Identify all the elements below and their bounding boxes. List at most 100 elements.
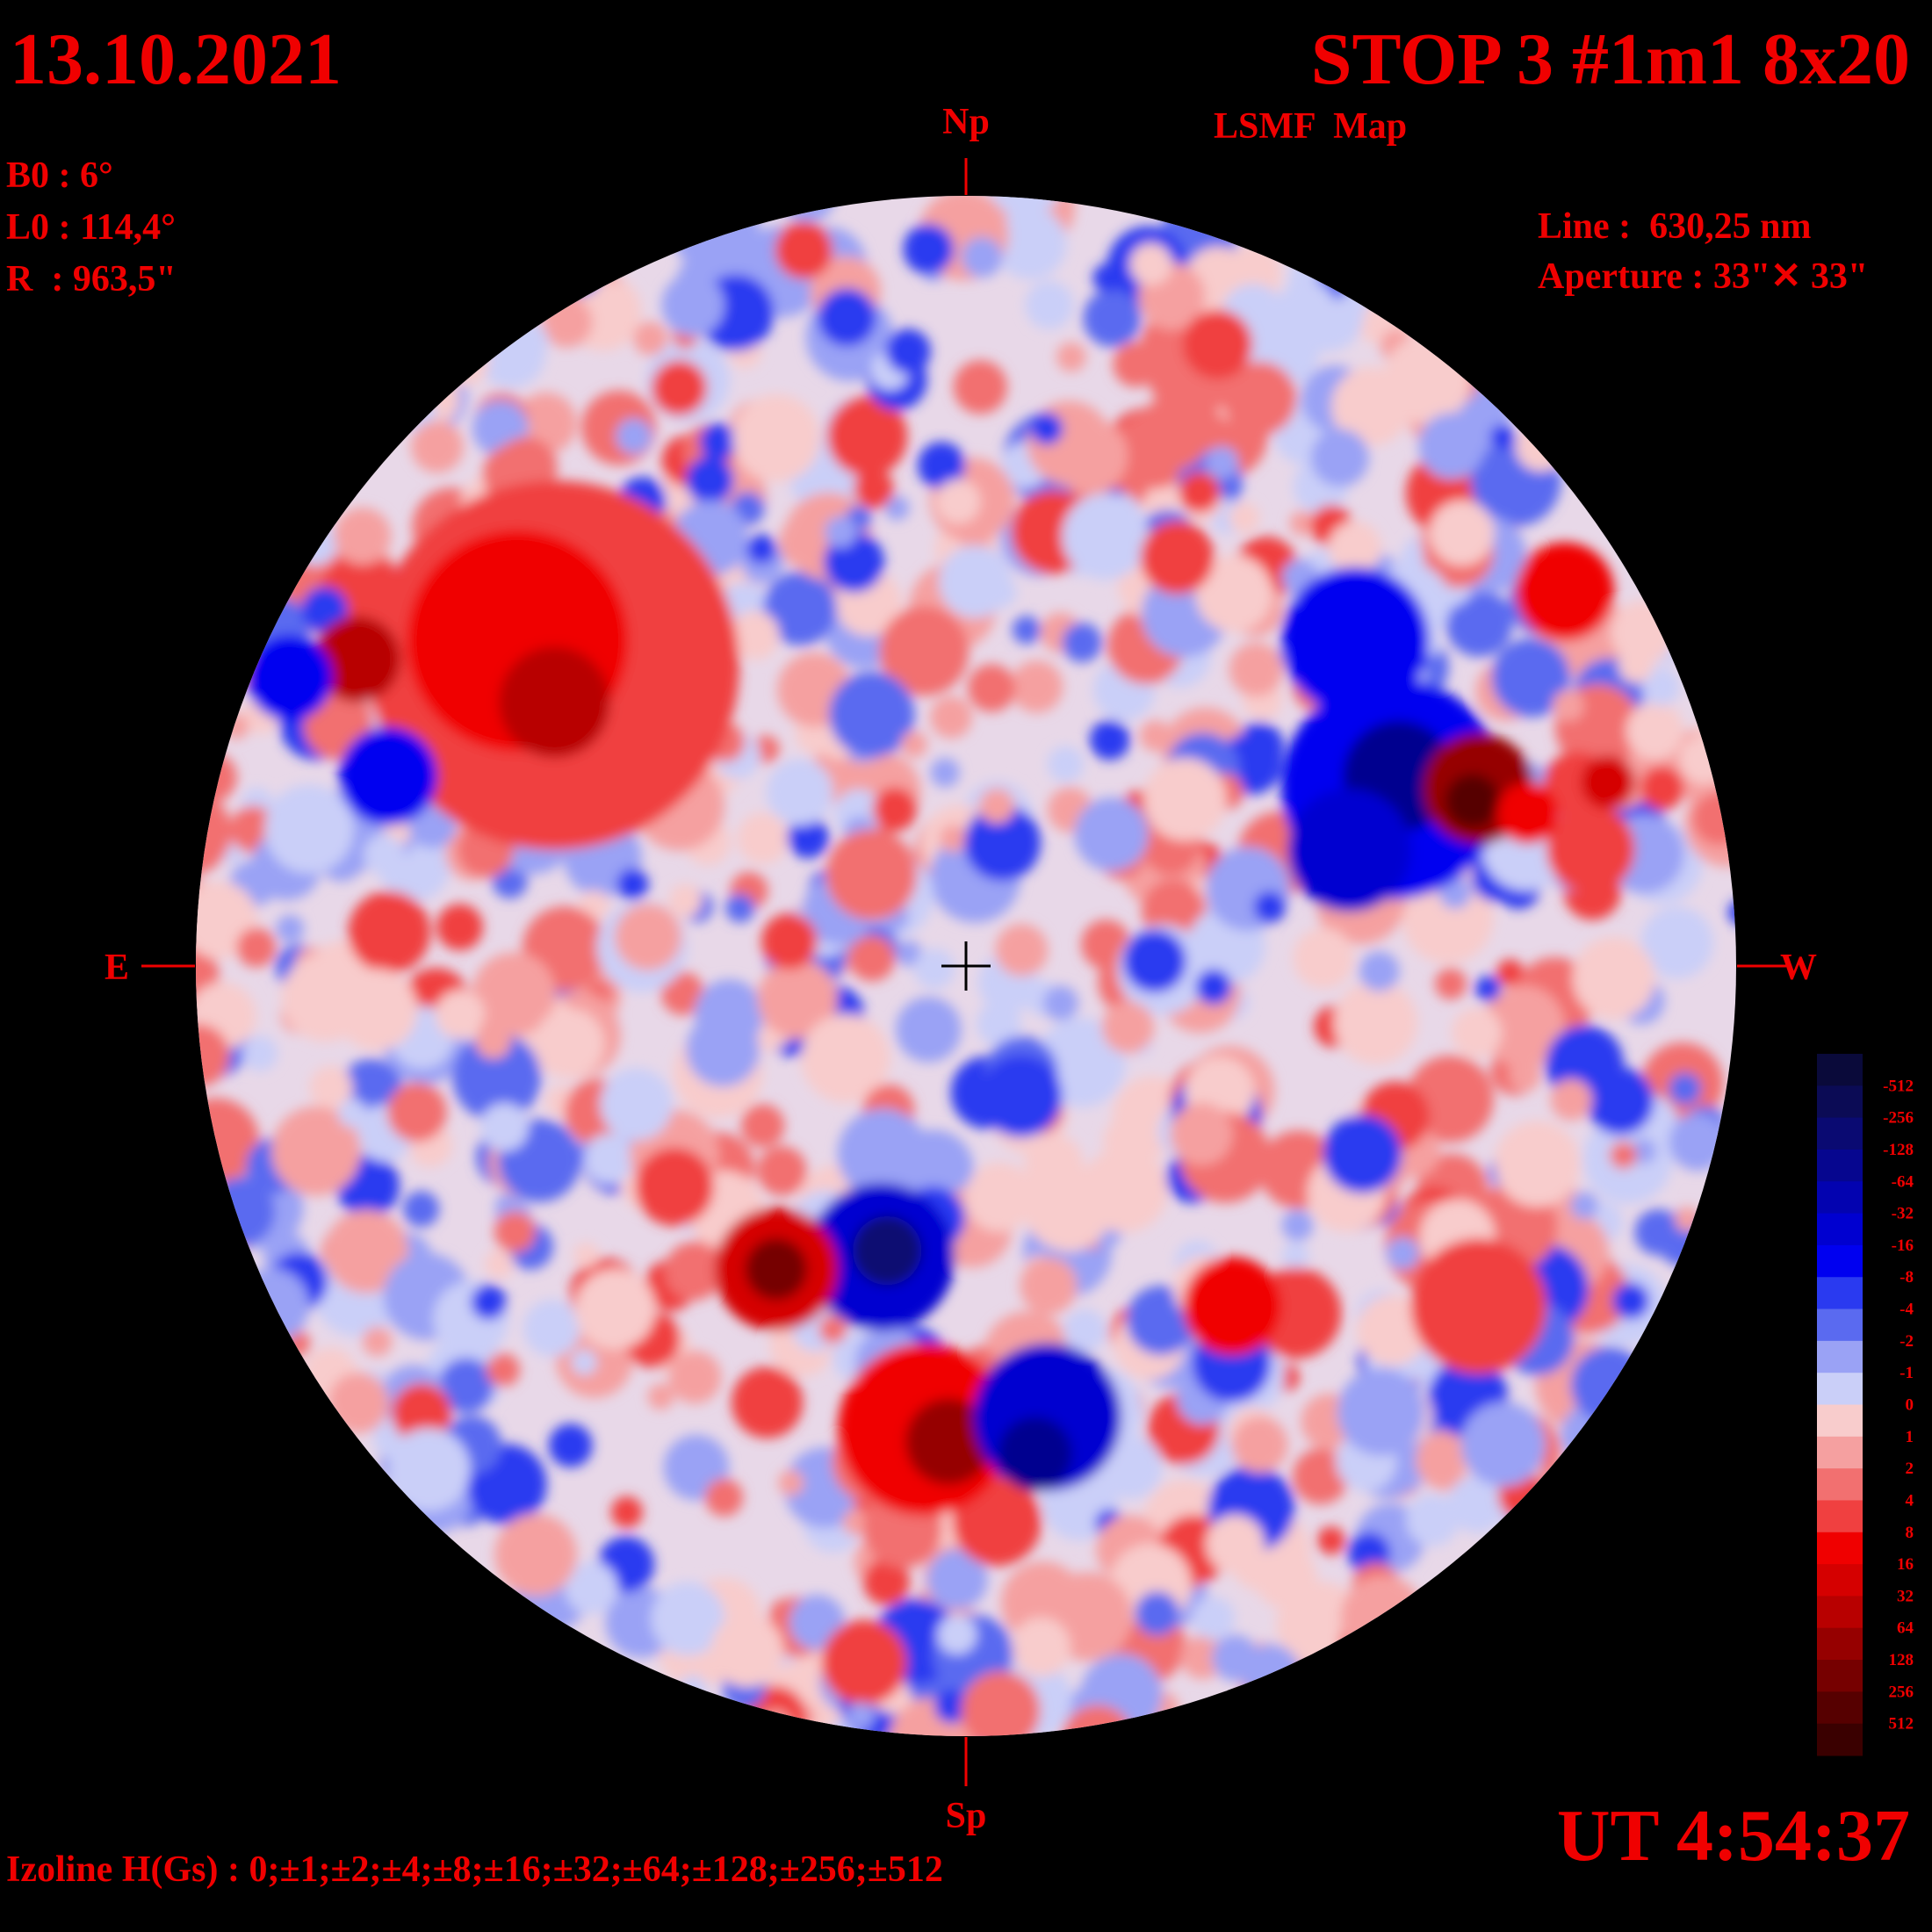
colorbar-segment [1817,1500,1863,1533]
north-label: Np [942,102,990,142]
magnetic-feature [1183,1257,1282,1356]
field-blob [437,335,490,386]
magnetic-feature [314,616,400,703]
field-blob [679,1675,708,1704]
field-blob [1195,969,1232,1006]
field-blob [704,1478,744,1517]
colorbar-segment [1817,1436,1863,1469]
field-blob [1340,1575,1425,1661]
field-blob [1515,421,1567,472]
magnetic-feature [905,1398,992,1485]
field-blob [647,1383,674,1410]
field-blob [271,1106,361,1196]
field-blob [1074,797,1149,872]
field-blob [934,1689,970,1724]
field-blob [979,788,1015,824]
field-blob [787,817,829,859]
field-blob [1612,1282,1650,1320]
magnetic-feature [1515,542,1614,641]
colorbar-segment [1817,1660,1863,1692]
magnetic-feature [1445,774,1500,828]
field-blob [1491,638,1571,717]
field-blob [896,997,962,1063]
field-blob [651,1582,725,1656]
field-blob [652,360,707,416]
field-blob [301,586,348,633]
field-blob [918,441,966,490]
field-blob [1447,1474,1507,1533]
magnetic-feature [1581,755,1635,810]
field-blob [1060,1705,1135,1736]
field-blob [884,495,910,521]
field-blob [1679,735,1728,784]
field-blob [1570,1346,1647,1424]
field-blob [242,1035,278,1071]
field-blob [486,1352,521,1387]
colorbar-label: -512 [1883,1077,1914,1095]
field-blob [494,1513,577,1597]
field-blob [334,508,392,565]
field-blob [1323,1114,1402,1193]
field-blob [848,934,896,982]
field-blob [574,1268,656,1350]
field-blob [961,1670,1041,1736]
field-blob [686,1013,760,1087]
field-blob [438,1358,494,1414]
field-blob [1406,1494,1459,1546]
field-blob [699,422,738,461]
subtitle: LSMF Map [1214,106,1407,147]
colorbar-segment [1817,1340,1863,1373]
field-blob [338,1099,367,1128]
field-blob [821,1619,907,1705]
field-blob [1099,1435,1163,1499]
field-blob [1626,702,1684,760]
field-blob [761,913,818,970]
field-blob [1192,1597,1235,1640]
field-blob [392,1383,452,1444]
colorbar-segment [1817,1627,1863,1661]
field-blob [324,1209,408,1294]
field-blob [1509,1059,1541,1092]
field-blob [548,1424,593,1467]
south-label: Sp [946,1796,987,1836]
field-blob [1333,981,1417,1065]
field-blob [961,236,1003,278]
field-blob [1496,959,1525,987]
field-blob [766,759,833,825]
field-blob [1229,502,1260,533]
field-blob [757,1146,807,1196]
colorbar-segment [1817,1596,1863,1629]
field-blob [411,421,464,473]
field-blob [1047,746,1085,782]
param-l0: L0 : 114,4° [6,207,176,248]
field-blob [264,784,354,874]
colorbar-label: -8 [1900,1268,1914,1287]
field-blob [452,1032,542,1121]
field-blob [1139,719,1171,752]
colorbar-label: 256 [1889,1683,1914,1701]
field-blob [614,904,681,971]
field-blob [1042,985,1078,1021]
field-blob [1475,976,1502,1002]
field-blob [471,1284,507,1321]
field-blob [937,1614,977,1654]
field-blob [1640,766,1684,811]
field-blob [1418,412,1485,479]
field-blob [348,890,431,974]
east-label: E [105,948,129,988]
field-blob [913,948,955,990]
field-blob [730,610,780,660]
field-blob [953,360,1008,415]
field-blob [995,924,1049,977]
field-blob [1062,623,1102,663]
field-blob [926,1548,988,1610]
field-blob [1113,342,1158,387]
field-blob [1222,361,1297,436]
west-label: W [1780,948,1817,988]
field-blob [1089,719,1130,761]
magnetic-feature [1496,782,1559,845]
field-blob [610,1496,643,1528]
field-blob [818,288,876,347]
field-blob [1552,689,1585,722]
field-blob [293,522,338,566]
